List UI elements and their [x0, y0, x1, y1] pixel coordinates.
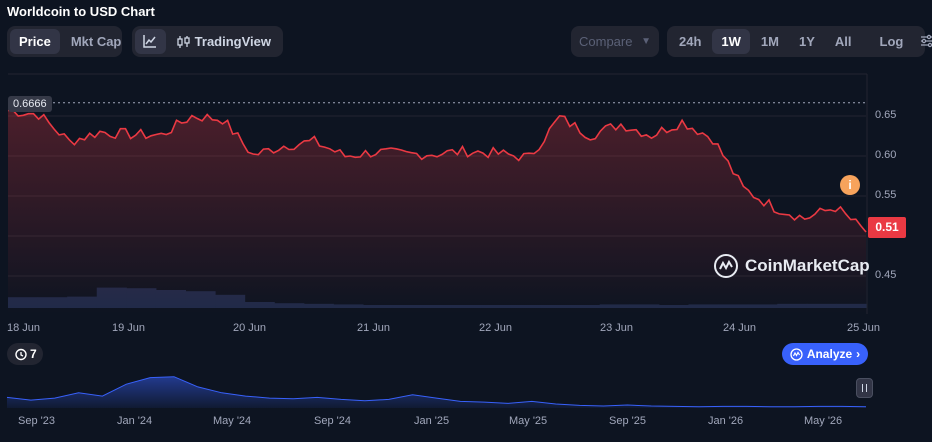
last-price-label: 0.51	[868, 217, 906, 238]
range-1w[interactable]: 1W	[712, 29, 750, 54]
range-handle[interactable]	[856, 378, 873, 398]
overview-tick-label: May '24	[213, 415, 252, 427]
range-24h[interactable]: 24h	[679, 34, 702, 49]
x-tick-label: 25 Jun	[847, 322, 881, 334]
overview-tick-label: May '25	[509, 415, 548, 427]
mktcap-tab[interactable]: Mkt Cap	[70, 34, 122, 49]
log-scale-button[interactable]: Log	[879, 34, 904, 49]
y-tick-label: 0.55	[875, 189, 897, 201]
price-area	[8, 110, 866, 315]
settings-button[interactable]	[914, 29, 932, 54]
events-button[interactable]: 7	[7, 343, 43, 365]
overview-tick-label: Jan '25	[414, 415, 450, 427]
analyze-button[interactable]: Analyze ›	[782, 343, 868, 365]
chevron-right-icon: ›	[856, 347, 861, 361]
compare-label: Compare	[579, 34, 633, 49]
x-tick-label: 23 Jun	[600, 322, 634, 334]
x-tick-label: 24 Jun	[723, 322, 757, 334]
compare-dropdown[interactable]: Compare ▼	[571, 26, 659, 57]
max-price-label: 0.6666	[8, 96, 52, 112]
events-count: 7	[30, 347, 37, 361]
coinmarketcap-logo-icon	[790, 347, 803, 361]
info-icon[interactable]: i	[840, 175, 860, 195]
sliders-icon	[921, 34, 932, 48]
overview-tick-label: Jan '26	[708, 415, 744, 427]
range-1y[interactable]: 1Y	[798, 34, 815, 49]
x-tick-label: 19 Jun	[112, 322, 146, 334]
price-mktcap-toggle: Price Mkt Cap	[7, 26, 122, 57]
overview-tick-label: May '26	[804, 415, 843, 427]
overview-tick-label: Sep '23	[18, 415, 55, 427]
x-tick-label: 20 Jun	[233, 322, 267, 334]
tradingview-label: TradingView	[194, 34, 271, 49]
tradingview-button[interactable]: TradingView	[168, 29, 280, 54]
x-tick-label: 21 Jun	[357, 322, 391, 334]
x-tick-label: 22 Jun	[479, 322, 513, 334]
range-toggle: 24h 1W 1M 1Y All Log	[667, 26, 932, 57]
coinmarketcap-watermark: CoinMarketCap	[713, 253, 870, 279]
watermark-text: CoinMarketCap	[745, 256, 870, 275]
price-tab[interactable]: Price	[10, 29, 60, 54]
y-tick-label: 0.65	[875, 109, 897, 121]
overview-area	[7, 376, 866, 408]
range-all[interactable]: All	[834, 34, 852, 49]
line-chart-button[interactable]	[135, 29, 166, 54]
range-1m[interactable]: 1M	[760, 34, 779, 49]
analyze-label: Analyze	[806, 347, 853, 361]
overview-tick-label: Jan '24	[117, 415, 153, 427]
y-tick-label: 0.45	[875, 269, 897, 281]
overview-tick-label: Sep '24	[314, 415, 351, 427]
chevron-down-icon: ▼	[641, 36, 651, 47]
overview-tick-label: Sep '25	[609, 415, 646, 427]
history-icon	[15, 348, 27, 360]
coinmarketcap-logo-icon	[714, 254, 738, 278]
chart-title: Worldcoin to USD Chart	[7, 4, 155, 19]
overview-navigator[interactable]	[0, 368, 932, 412]
overview-line	[6, 376, 867, 408]
line-chart-icon	[143, 35, 157, 48]
x-tick-label: 18 Jun	[7, 322, 41, 334]
y-tick-label: 0.60	[875, 149, 897, 161]
price-line	[7, 109, 867, 233]
chart-type-toggle: TradingView	[132, 26, 283, 57]
candlestick-icon	[177, 35, 190, 48]
price-chart[interactable]	[0, 68, 932, 318]
